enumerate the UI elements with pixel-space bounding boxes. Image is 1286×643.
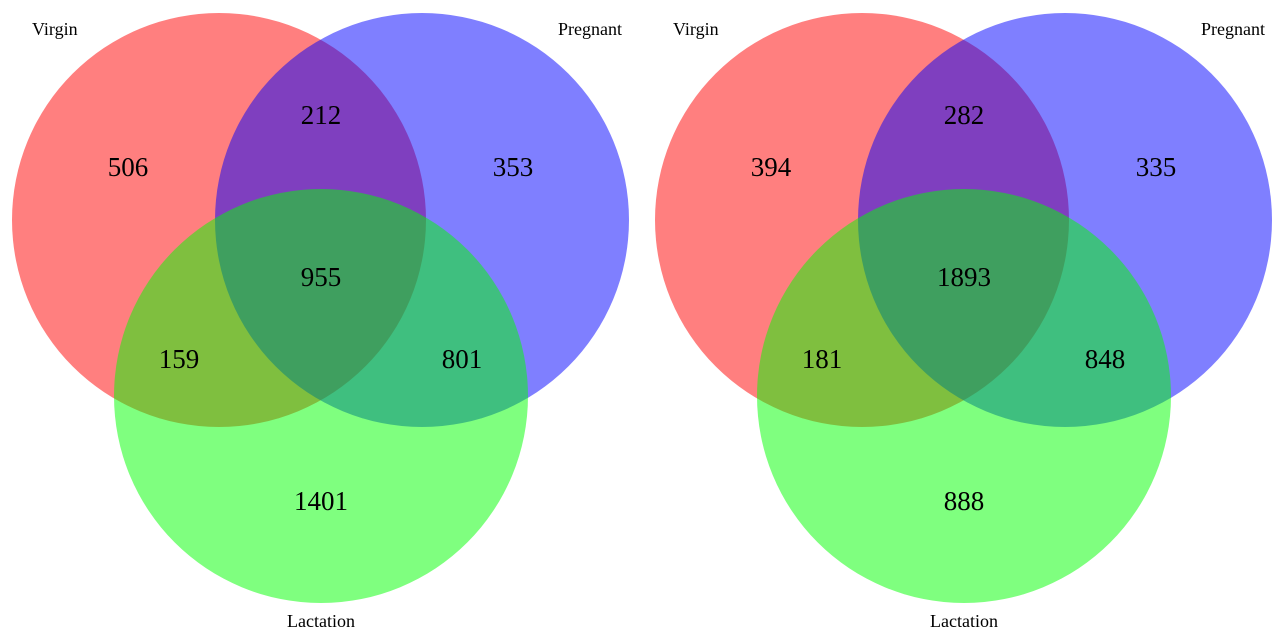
count-ac: 181: [802, 344, 843, 374]
count-ab: 282: [944, 100, 985, 130]
count-a-only: 394: [751, 152, 792, 182]
count-bc: 848: [1085, 344, 1126, 374]
venn-diagram-2: 394 335 888 282 181 848 1893 Virgin Pregnant Lact…: [655, 13, 1272, 631]
count-c-only: 888: [944, 486, 985, 516]
set-label-virgin: Virgin: [673, 19, 719, 39]
set-label-virgin: Virgin: [32, 19, 78, 39]
count-bc: 801: [442, 344, 483, 374]
count-abc: 955: [301, 262, 342, 292]
lactation-circle: [114, 189, 528, 603]
count-ab: 212: [301, 100, 342, 130]
set-label-pregnant: Pregnant: [1201, 19, 1265, 39]
venn-diagram-1: 506 353 1401 212 159 801 955 Virgin Pregnant Lact…: [12, 13, 629, 631]
set-label-lactation: Lactation: [287, 611, 355, 631]
set-label-lactation: Lactation: [930, 611, 998, 631]
count-b-only: 335: [1136, 152, 1177, 182]
count-a-only: 506: [108, 152, 149, 182]
count-c-only: 1401: [294, 486, 348, 516]
lactation-circle: [757, 189, 1171, 603]
count-ac: 159: [159, 344, 200, 374]
set-label-pregnant: Pregnant: [558, 19, 622, 39]
count-b-only: 353: [493, 152, 534, 182]
count-abc: 1893: [937, 262, 991, 292]
